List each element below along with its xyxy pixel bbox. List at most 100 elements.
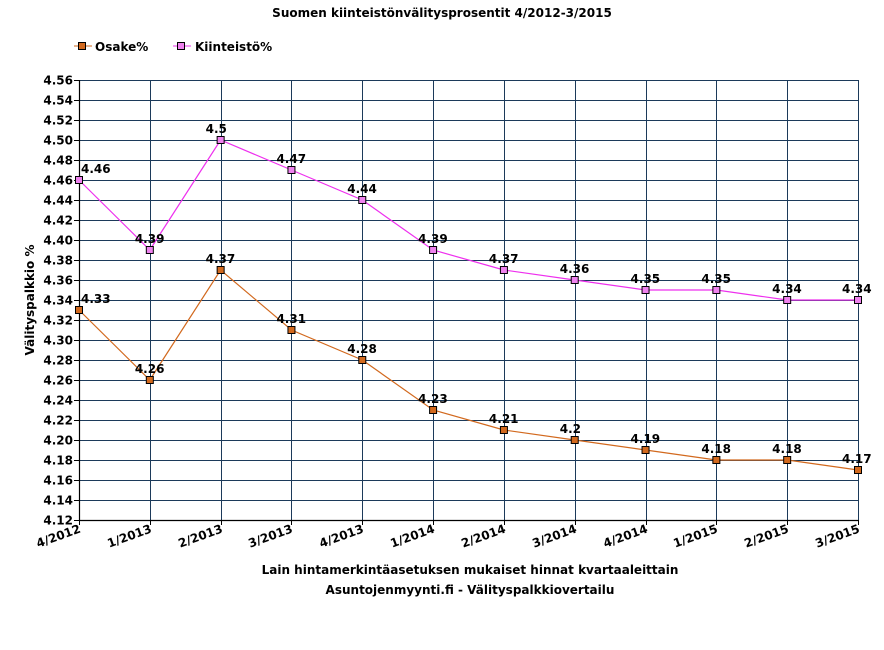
data-label-1: 4.34 xyxy=(842,282,872,296)
y-tick-label: 4.18 xyxy=(43,454,73,468)
y-tick-label: 4.56 xyxy=(43,74,73,88)
y-tick-label: 4.50 xyxy=(43,134,73,148)
y-tick-label: 4.36 xyxy=(43,274,73,288)
y-tick-label: 4.16 xyxy=(43,474,73,488)
x-tick-label: 4/2014 xyxy=(601,522,649,551)
y-tick-label: 4.48 xyxy=(43,154,73,168)
data-label-1: 4.46 xyxy=(81,162,111,176)
y-axis-label: Välityspalkkio % xyxy=(23,245,37,356)
y-tick-label: 4.30 xyxy=(43,334,73,348)
y-tick-label: 4.32 xyxy=(43,314,73,328)
legend-item-kiinteisto: Kiinteistö% xyxy=(173,40,272,54)
x-tick-label: 3/2013 xyxy=(246,522,294,551)
data-point-1 xyxy=(570,276,579,284)
data-label-0: 4.37 xyxy=(206,252,236,266)
data-label-0: 4.31 xyxy=(276,312,306,326)
grid xyxy=(78,80,859,522)
data-point-1 xyxy=(783,296,792,304)
y-tick-label: 4.38 xyxy=(43,254,73,268)
data-label-0: 4.21 xyxy=(489,412,519,426)
data-label-0: 4.2 xyxy=(560,422,581,436)
data-point-1 xyxy=(287,166,296,174)
y-tick-label: 4.40 xyxy=(43,234,73,248)
data-label-1: 4.37 xyxy=(489,252,519,266)
data-label-0: 4.23 xyxy=(418,392,448,406)
series-line-1 xyxy=(78,139,858,301)
y-tick-label: 4.24 xyxy=(43,394,73,408)
x-axis-label: Lain hintamerkintäasetuksen mukaiset hin… xyxy=(262,563,679,577)
y-tick-label: 4.22 xyxy=(43,414,73,428)
data-label-0: 4.18 xyxy=(701,442,731,456)
data-label-1: 4.36 xyxy=(560,262,590,276)
series-lines xyxy=(75,136,862,474)
x-tick-label: 4/2013 xyxy=(317,522,365,551)
x-tick-label: 1/2014 xyxy=(388,522,436,551)
data-point-0 xyxy=(75,306,83,314)
data-point-0 xyxy=(570,436,579,444)
data-label-1: 4.39 xyxy=(418,232,448,246)
data-label-0: 4.17 xyxy=(842,452,872,466)
legend-label-kiinteisto: Kiinteistö% xyxy=(195,40,272,54)
data-label-1: 4.35 xyxy=(631,272,661,286)
x-axis-ticks: 4/2012 1/2013 2/2013 3/2013 4/2013 1/2014 2/20… xyxy=(34,520,862,551)
y-tick-label: 4.14 xyxy=(43,494,73,508)
data-point-0 xyxy=(854,466,862,474)
data-point-0 xyxy=(499,426,508,434)
data-label-0: 4.19 xyxy=(631,432,661,446)
y-tick-label: 4.46 xyxy=(43,174,73,188)
y-axis-ticks: 4.12 4.14 4.16 4.18 4.20 4.22 4.24 4.26 4.28 4.30… xyxy=(43,74,79,528)
data-point-0 xyxy=(216,266,225,274)
y-tick-label: 4.28 xyxy=(43,354,73,368)
x-tick-label: 3/2015 xyxy=(813,522,861,551)
x-tick-label: 2/2014 xyxy=(459,522,507,551)
data-point-1 xyxy=(712,286,721,294)
x-tick-label: 2/2015 xyxy=(742,522,790,551)
data-point-1 xyxy=(75,176,83,184)
data-point-1 xyxy=(641,286,650,294)
y-tick-label: 4.26 xyxy=(43,374,73,388)
data-point-0 xyxy=(145,376,154,384)
data-label-1: 4.35 xyxy=(701,272,731,286)
data-point-0 xyxy=(712,456,721,464)
data-point-1 xyxy=(145,246,154,254)
series-data-labels: 4.33 4.26 4.37 4.31 4.28 4.23 4.21 4.2 4.19 4.18 4… xyxy=(81,122,872,466)
data-label-0: 4.28 xyxy=(347,342,377,356)
data-point-0 xyxy=(429,406,438,414)
data-point-1 xyxy=(216,136,225,144)
series-line-0 xyxy=(78,269,859,471)
x-tick-label: 1/2013 xyxy=(105,522,153,551)
data-point-0 xyxy=(783,456,792,464)
y-tick-label: 4.54 xyxy=(43,94,73,108)
data-label-1: 4.39 xyxy=(135,232,165,246)
x-tick-label: 1/2015 xyxy=(671,522,719,551)
data-point-1 xyxy=(499,266,508,274)
data-point-1 xyxy=(358,196,367,204)
x-tick-label: 2/2013 xyxy=(176,522,224,551)
y-tick-label: 4.42 xyxy=(43,214,73,228)
legend: Osake% Kiinteistö% xyxy=(74,40,272,54)
data-point-0 xyxy=(641,446,650,454)
data-point-0 xyxy=(358,356,367,364)
y-tick-label: 4.34 xyxy=(43,294,73,308)
x-tick-label: 3/2014 xyxy=(530,522,578,551)
legend-marker-osake xyxy=(78,42,86,50)
data-label-1: 4.47 xyxy=(276,152,306,166)
y-tick-label: 4.20 xyxy=(43,434,73,448)
legend-label-osake: Osake% xyxy=(95,40,148,54)
data-label-1: 4.5 xyxy=(206,122,227,136)
data-point-0 xyxy=(287,326,296,334)
data-label-0: 4.26 xyxy=(135,362,165,376)
data-point-1 xyxy=(854,296,862,304)
chart-footer: Asuntojenmyynti.fi - Välityspalkkioverta… xyxy=(326,583,615,597)
chart-title: Suomen kiinteistönvälitysprosentit 4/201… xyxy=(272,6,612,20)
y-tick-label: 4.52 xyxy=(43,114,73,128)
y-tick-label: 4.44 xyxy=(43,194,73,208)
y-tick-label: 4.12 xyxy=(43,514,73,528)
data-label-0: 4.33 xyxy=(81,292,111,306)
legend-item-osake: Osake% xyxy=(74,40,148,54)
data-label-1: 4.34 xyxy=(772,282,802,296)
data-point-1 xyxy=(429,246,438,254)
legend-marker-kiinteisto xyxy=(177,42,185,50)
data-label-0: 4.18 xyxy=(772,442,802,456)
